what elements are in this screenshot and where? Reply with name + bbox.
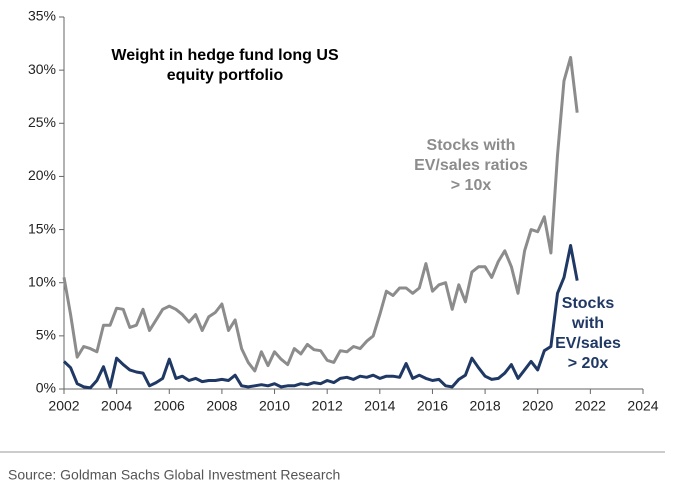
series-label: Stocks with EV/sales > 20x — [555, 295, 621, 372]
source: Source: Goldman Sachs Global Investment … — [8, 467, 340, 483]
x-tick-label: 2016 — [417, 398, 448, 414]
y-tick-label: 25% — [28, 114, 56, 130]
y-tick-label: 35% — [28, 8, 56, 24]
series-line — [62, 55, 579, 373]
x-tick-label: 2022 — [575, 398, 606, 414]
x-tick-label: 2012 — [312, 398, 343, 414]
x-tick-label: 2014 — [364, 398, 395, 414]
x-tick-label: 2008 — [206, 398, 237, 414]
x-tick-label: 2024 — [627, 398, 658, 414]
y-tick-label: 20% — [28, 167, 56, 183]
x-tick-label: 2006 — [154, 398, 185, 414]
series-label: Stocks with EV/sales ratios > 10x — [414, 137, 528, 194]
y-tick-label: 0% — [36, 380, 56, 396]
y-tick-label: 30% — [28, 61, 56, 77]
x-tick-label: 2004 — [101, 398, 132, 414]
y-tick-label: 15% — [28, 220, 56, 236]
x-tick-label: 2018 — [470, 398, 501, 414]
y-tick-label: 10% — [28, 273, 56, 289]
y-tick-label: 5% — [36, 327, 56, 343]
x-tick-label: 2002 — [48, 398, 79, 414]
x-tick-label: 2010 — [259, 398, 290, 414]
chart-title: Weight in hedge fund long US equity port… — [111, 47, 339, 84]
x-tick-label: 2020 — [522, 398, 553, 414]
series-line — [62, 244, 579, 390]
